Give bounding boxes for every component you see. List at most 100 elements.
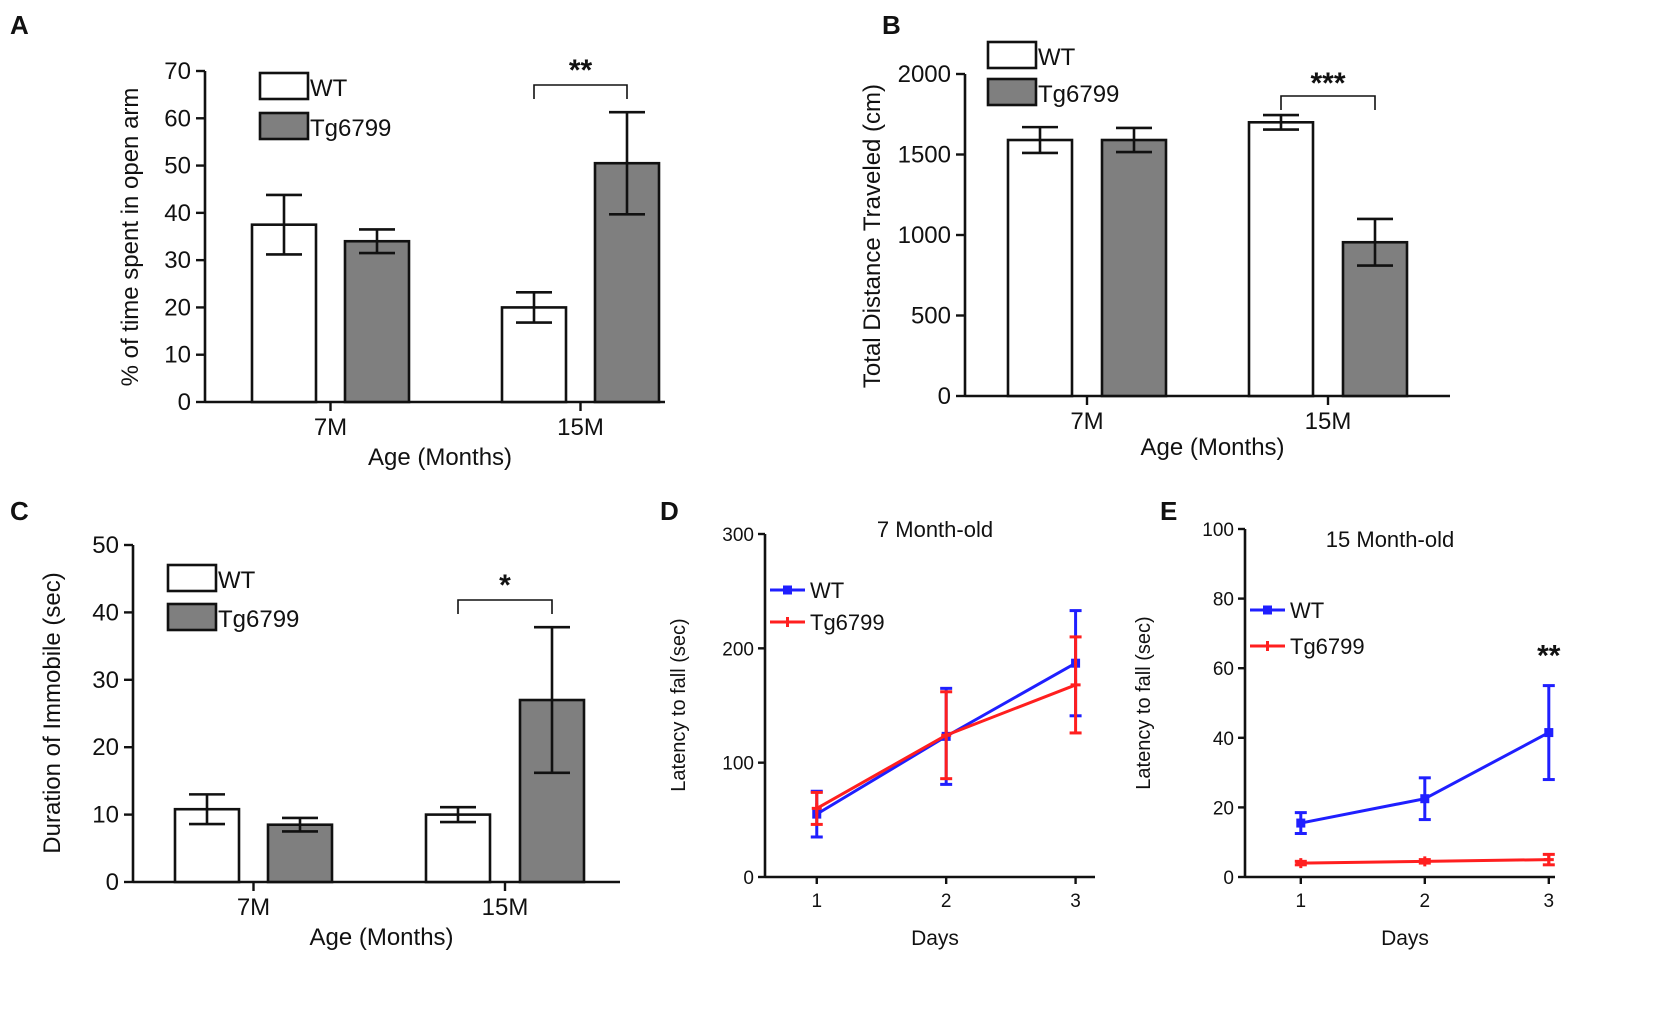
panel-a-y-tick-label: 0 [178,389,191,416]
panel-d-legend-label-wt: WT [810,578,844,603]
panel-letter-c: C [10,496,29,526]
panel-b-bar-tg6799-7m [1100,138,1168,398]
panel-a-x-tick-label: 15M [557,414,604,441]
panel-letter-b: B [882,10,901,40]
panel-b-legend-label-tg6799: Tg6799 [1038,81,1119,108]
panel-a-x-tick-label: 7M [314,414,347,441]
panel-d-legend-marker-tg6799 [782,617,793,627]
panel-b-bar-wt-15m [1247,121,1315,398]
panel-c-legend-label-wt: WT [218,567,256,594]
panel-e-point-wt [1544,728,1554,738]
panel-c-significance-bracket [457,599,553,614]
panel-b-significance-label: *** [1310,67,1345,100]
panel-c-y-tick-label: 0 [106,869,119,896]
panel-e-y-tick-label: 20 [1213,798,1234,819]
panel-d-y-axis-label: Latency to fall (sec) [668,618,690,791]
panel-e-y-axis-label: Latency to fall (sec) [1133,616,1155,789]
panel-c-y-tick-label: 50 [92,532,119,559]
panel-e-y-tick-label: 40 [1213,729,1234,750]
panel-e-point-wt [1420,794,1430,804]
panel-d-y-tick-label: 200 [722,639,754,660]
panel-letter-d: D [660,496,679,526]
panel-a-x-axis-label: Age (Months) [368,444,512,471]
panel-b-bar-tg6799-15m [1341,240,1409,398]
panel-a-legend-label-tg6799: Tg6799 [310,115,391,142]
panel-a-y-tick-label: 30 [164,247,191,274]
panel-e-significance-label: ** [1537,640,1561,673]
panel-d-legend-marker-wt [783,585,792,595]
panel-a-bar-tg6799-7m [343,239,411,404]
panel-e-point-tg6799 [1295,858,1306,869]
panel-c-y-tick-label: 10 [92,802,119,829]
panel-c-legend-swatch-tg6799 [166,602,218,632]
panel-b-legend-swatch-wt [986,40,1038,70]
panel-c-y-tick-label: 40 [92,599,119,626]
panel-c-x-tick-label: 15M [482,894,529,921]
panel-a-legend-swatch-tg6799 [258,111,310,141]
panel-e-x-tick-label: 2 [1420,891,1431,912]
panel-a-y-tick-label: 50 [164,153,191,180]
panel-b-y-tick-label: 0 [938,383,951,410]
panel-d-y-tick-label: 300 [722,525,754,546]
panel-a-y-tick-label: 40 [164,200,191,227]
panel-a-legend-swatch-wt [258,71,310,101]
panel-d-y-tick-label: 0 [743,868,754,889]
panel-letter-a: A [10,10,29,40]
panel-b-legend-label-wt: WT [1038,44,1076,71]
panel-e-x-tick-label: 1 [1296,891,1307,912]
panel-a-y-tick-label: 70 [164,58,191,85]
panel-a-y-tick-label: 20 [164,294,191,321]
panel-b-significance-bracket [1280,95,1376,110]
panel-c-bar-wt-15m [424,813,492,884]
panel-e-y-tick-label: 100 [1202,520,1234,541]
panel-d-point-tg6799 [811,803,822,814]
panel-d-x-tick-label: 1 [811,891,822,912]
panel-b-y-tick-label: 1500 [898,142,951,169]
panel-a-y-tick-label: 60 [164,105,191,132]
panel-a-y-tick-label: 10 [164,342,191,369]
panel-e-x-tick-label: 3 [1544,891,1555,912]
panel-c-y-axis-label: Duration of Immobile (sec) [39,572,66,853]
panel-d-title: 7 Month-old [877,517,993,542]
panel-d-point-tg6799 [941,730,952,741]
panel-c-legend-swatch-wt [166,563,218,593]
panel-d-y-tick-label: 100 [722,754,754,775]
panel-e-legend-label-wt: WT [1290,598,1324,623]
panel-b-x-tick-label: 15M [1305,408,1352,435]
panel-e-y-tick-label: 60 [1213,659,1234,680]
panel-b-y-tick-label: 2000 [898,61,951,88]
panel-e-title: 15 Month-old [1326,527,1454,552]
panel-b-legend-swatch-tg6799 [986,77,1038,107]
panel-b-y-tick-label: 1000 [898,222,951,249]
panel-c-significance-label: * [499,569,511,602]
panel-e-point-tg6799 [1543,854,1554,865]
panel-d-legend-label-tg6799: Tg6799 [810,610,885,635]
panel-a-y-axis-label: % of time spent in open arm [117,88,144,387]
panel-d-x-tick-label: 2 [941,891,952,912]
panel-e-legend-marker-tg6799 [1262,641,1273,651]
panel-b-y-axis-label: Total Distance Traveled (cm) [859,84,886,388]
panel-e-legend-label-tg6799: Tg6799 [1290,634,1365,659]
panel-c-y-tick-label: 20 [92,734,119,761]
panel-e-y-tick-label: 80 [1213,590,1234,611]
panel-c-legend-label-tg6799: Tg6799 [218,606,299,633]
panel-b-x-axis-label: Age (Months) [1140,434,1284,461]
panel-d-x-axis-label: Days [911,927,959,950]
panel-c-x-axis-label: Age (Months) [309,924,453,951]
panel-c-x-tick-label: 7M [237,894,270,921]
panel-d-point-tg6799 [1070,679,1081,690]
panel-a-significance-label: ** [569,54,593,87]
panel-letter-e: E [1160,496,1177,526]
panel-b-x-tick-label: 7M [1070,408,1103,435]
panel-e-y-tick-label: 0 [1223,868,1234,889]
panel-d-x-tick-label: 3 [1070,891,1081,912]
panel-a-significance-bracket [533,84,628,99]
panel-b-bar-wt-7m [1006,138,1074,398]
panel-c-y-tick-label: 30 [92,667,119,694]
panel-e-point-wt [1296,818,1306,828]
panel-e-x-axis-label: Days [1381,927,1429,950]
panel-a-legend-label-wt: WT [310,75,348,102]
panel-c-bar-tg6799-7m [266,823,334,884]
panel-b-y-tick-label: 500 [911,303,951,330]
